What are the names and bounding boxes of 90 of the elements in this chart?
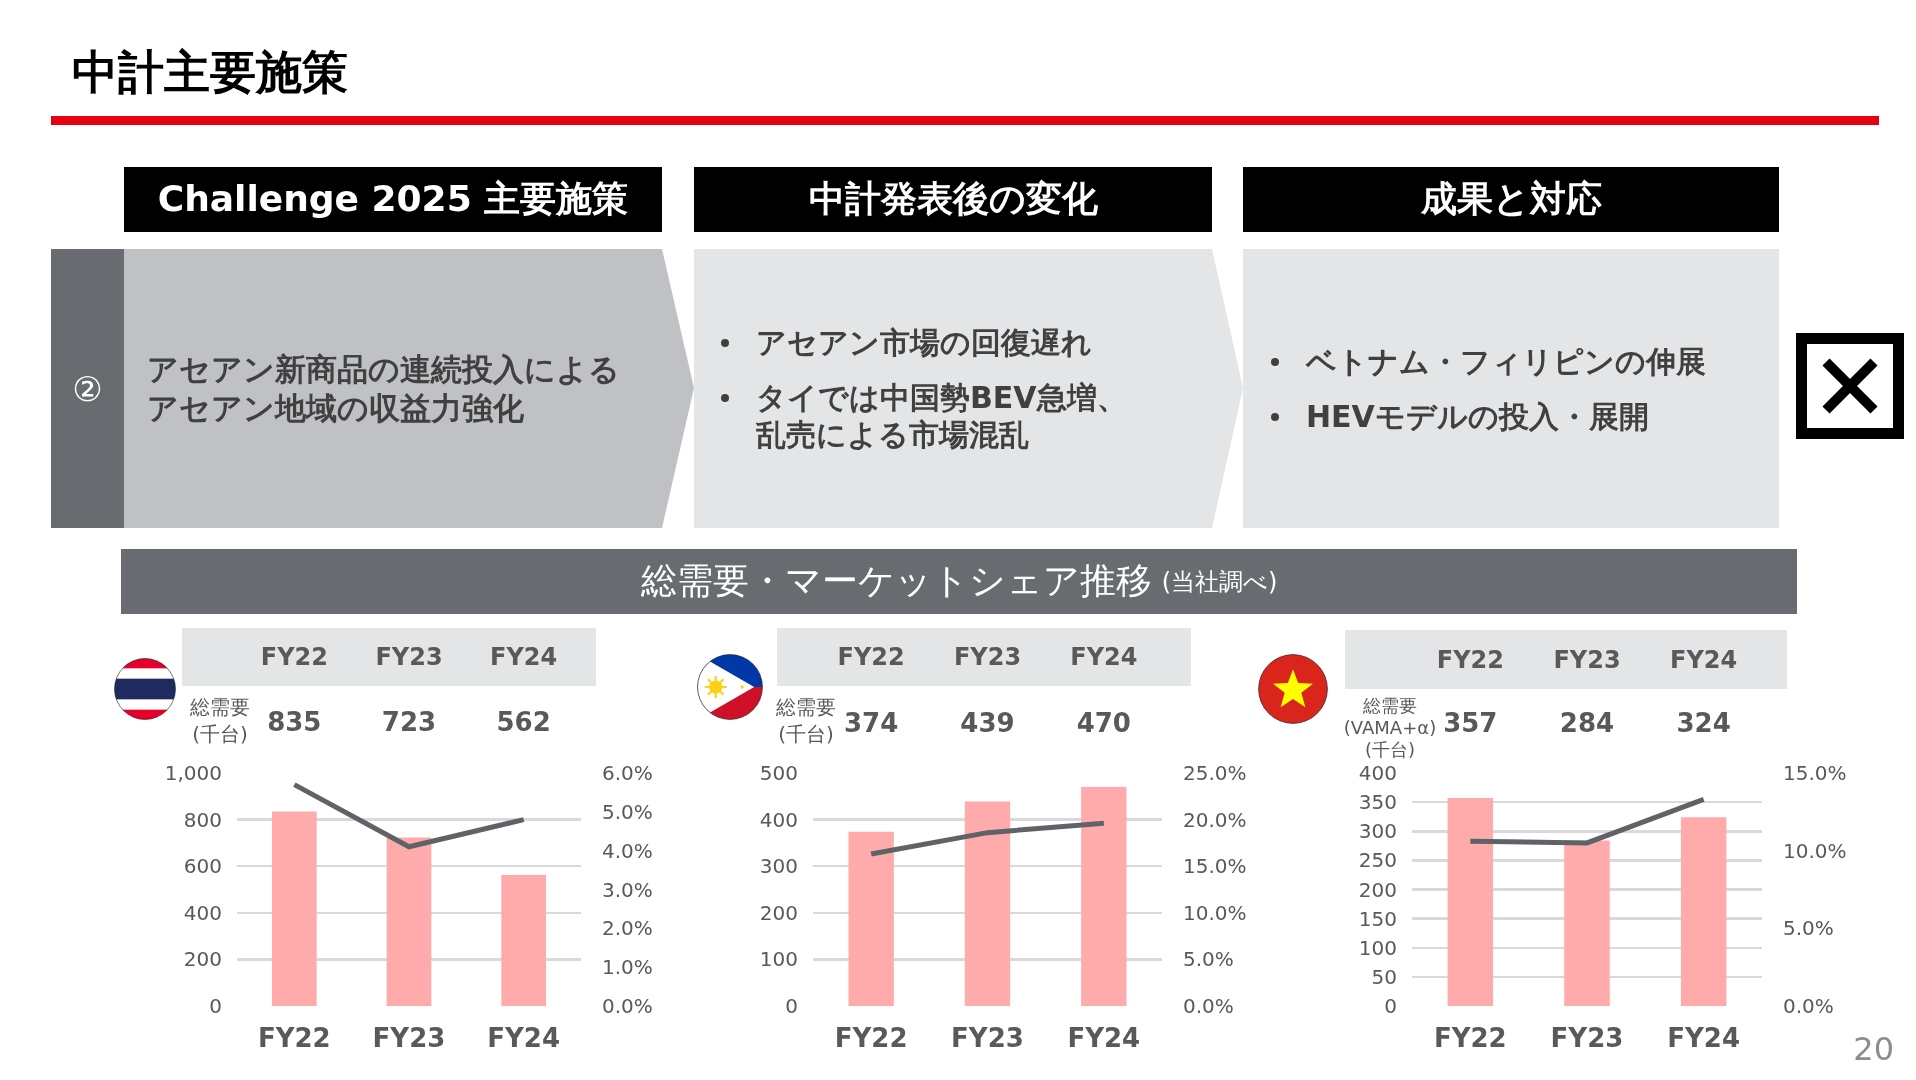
y-tick-label: 400 xyxy=(759,807,798,832)
x-tick-label: FY23 xyxy=(1550,1023,1624,1053)
category-label: FY22 xyxy=(1436,645,1504,674)
data-label: 374 xyxy=(844,708,899,738)
y-tick-label: 350 xyxy=(1358,790,1397,815)
text: ② xyxy=(51,249,124,528)
y2-tick-label: 5.0% xyxy=(1183,947,1234,972)
x-tick-label: FY23 xyxy=(951,1023,1024,1053)
y-tick-label: 200 xyxy=(183,947,222,972)
text: HEVモデルの投入・展開 xyxy=(1306,397,1650,435)
x-tick-label: FY22 xyxy=(1433,1023,1507,1053)
bar xyxy=(501,875,547,1006)
y2-tick-label: 0.0% xyxy=(1183,994,1234,1018)
y2-tick-label: 3.0% xyxy=(602,877,653,902)
bar xyxy=(1447,798,1494,1006)
y-tick-label: 200 xyxy=(759,900,798,925)
y2-tick-label: 5.0% xyxy=(602,799,653,824)
category-label: FY24 xyxy=(1670,645,1738,674)
x-tick-label: FY24 xyxy=(487,1023,561,1053)
x-tick-label: FY22 xyxy=(834,1023,908,1053)
y-tick-label: 50 xyxy=(1371,964,1397,989)
y2-tick-label: 5.0% xyxy=(1783,916,1834,941)
bar xyxy=(271,811,317,1006)
data-label: 324 xyxy=(1675,707,1732,740)
y-tick-label: 150 xyxy=(1358,906,1397,931)
y2-tick-label: 20.0% xyxy=(1183,807,1247,832)
y2-tick-label: 1.0% xyxy=(602,955,653,980)
bar xyxy=(848,831,894,1006)
category-label: FY23 xyxy=(953,643,1022,671)
y2-tick-label: 15.0% xyxy=(1183,854,1247,879)
y-tick-label: 300 xyxy=(759,854,798,879)
text: 20 xyxy=(1853,1030,1894,1068)
y2-tick-label: 0.0% xyxy=(1783,994,1834,1018)
text: (当社調べ) xyxy=(1161,566,1278,598)
y-tick-label: 500 xyxy=(759,761,798,785)
x-tick-label: FY22 xyxy=(257,1023,331,1053)
text: アセアン新商品の連続投入によるアセアン地域の収益力強化 xyxy=(147,349,621,428)
bar xyxy=(386,837,432,1006)
x-tick-label: FY24 xyxy=(1067,1023,1141,1053)
x-tick-label: FY23 xyxy=(372,1023,446,1053)
y-tick-label: 100 xyxy=(1358,935,1397,960)
y-tick-label: 0 xyxy=(785,994,798,1018)
text: ベトナム・フィリピンの伸展 xyxy=(1306,342,1707,380)
text: 中計主要施策 xyxy=(72,44,348,100)
text: Challenge 2025 主要施策 xyxy=(124,167,662,232)
y-tick-label: 400 xyxy=(1358,761,1397,785)
y2-tick-label: 6.0% xyxy=(602,761,653,785)
y-tick-label: 300 xyxy=(1358,819,1397,844)
category-label: FY23 xyxy=(1553,645,1621,674)
y2-tick-label: 0.0% xyxy=(602,994,653,1018)
y-tick-label: 0 xyxy=(209,994,222,1018)
y2-tick-label: 10.0% xyxy=(1183,900,1247,925)
category-label: FY23 xyxy=(375,643,443,671)
y-tick-label: 250 xyxy=(1358,848,1397,873)
category-label: FY24 xyxy=(490,643,558,671)
text: 総需要 (千台) xyxy=(776,695,836,746)
data-label: 723 xyxy=(380,706,438,739)
data-label: 562 xyxy=(495,706,552,739)
y2-tick-label: 10.0% xyxy=(1783,838,1847,863)
text: アセアン市場の回復遅れ xyxy=(756,324,1093,361)
data-label: 284 xyxy=(1558,707,1616,740)
data-label: 835 xyxy=(266,706,323,739)
text: 総需要 (VAMA+α) (千台) xyxy=(1343,695,1437,760)
y2-tick-label: 15.0% xyxy=(1783,761,1847,785)
y2-tick-label: 2.0% xyxy=(602,916,653,941)
data-label: 470 xyxy=(1075,707,1132,740)
y-tick-label: 100 xyxy=(759,947,798,972)
y2-tick-label: 4.0% xyxy=(602,838,653,863)
bar xyxy=(1564,840,1610,1006)
text: 中計発表後の変化 xyxy=(694,167,1212,232)
bar xyxy=(1680,817,1727,1006)
y-tick-label: 200 xyxy=(1358,877,1397,902)
y-tick-label: 400 xyxy=(183,900,222,925)
y-tick-label: 1,000 xyxy=(164,761,222,785)
y-tick-label: 600 xyxy=(183,854,222,879)
category-label: FY24 xyxy=(1070,643,1138,671)
category-label: FY22 xyxy=(260,643,328,671)
y-tick-label: 0 xyxy=(1384,994,1397,1018)
bar xyxy=(1081,786,1127,1006)
y2-tick-label: 25.0% xyxy=(1183,761,1247,785)
category-label: FY22 xyxy=(837,643,905,671)
data-label: 357 xyxy=(1443,708,1498,738)
data-label: 439 xyxy=(959,707,1016,740)
bar xyxy=(964,801,1011,1006)
text: 総需要 (千台) xyxy=(190,695,250,746)
y-tick-label: 800 xyxy=(183,807,222,832)
text: 成果と対応 xyxy=(1243,167,1779,232)
text: タイでは中国勢BEV急増、乱売による市場混乱 xyxy=(756,379,1128,453)
x-tick-label: FY24 xyxy=(1667,1023,1741,1053)
text: 総需要・マーケットシェア推移 xyxy=(640,559,1152,603)
